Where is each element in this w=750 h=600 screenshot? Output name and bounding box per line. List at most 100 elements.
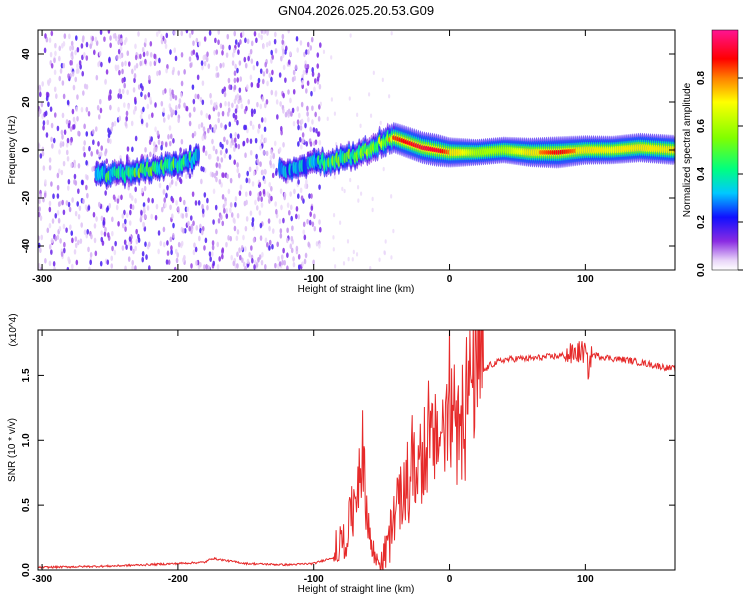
noise-speckle bbox=[104, 190, 107, 196]
noise-speckle bbox=[127, 256, 131, 262]
noise-speckle bbox=[287, 30, 291, 34]
noise-speckle bbox=[274, 201, 277, 207]
noise-speckle bbox=[220, 214, 223, 221]
noise-speckle bbox=[239, 184, 243, 190]
noise-speckle bbox=[156, 70, 159, 77]
noise-speckle bbox=[186, 206, 190, 213]
noise-speckle bbox=[248, 166, 252, 173]
noise-speckle bbox=[42, 165, 46, 171]
noise-speckle bbox=[76, 201, 79, 207]
noise-speckle bbox=[259, 222, 263, 229]
noise-speckle bbox=[119, 37, 123, 44]
noise-speckle bbox=[80, 179, 84, 186]
noise-speckle bbox=[51, 143, 54, 149]
x-tick-label: -100 bbox=[304, 274, 324, 285]
noise-speckle bbox=[348, 96, 351, 101]
noise-speckle bbox=[319, 42, 322, 48]
noise-speckle bbox=[223, 152, 227, 159]
noise-speckle bbox=[269, 154, 273, 161]
noise-speckle bbox=[192, 40, 195, 46]
noise-speckle bbox=[188, 173, 192, 179]
noise-speckle bbox=[62, 62, 66, 69]
noise-speckle bbox=[305, 67, 309, 74]
noise-speckle bbox=[227, 101, 231, 107]
noise-speckle bbox=[316, 52, 320, 58]
noise-speckle bbox=[351, 257, 354, 262]
noise-speckle bbox=[359, 191, 363, 196]
y-tick-label: -40 bbox=[21, 238, 32, 253]
noise-speckle bbox=[125, 115, 128, 122]
noise-speckle bbox=[342, 261, 346, 266]
noise-speckle bbox=[213, 124, 216, 131]
noise-speckle bbox=[87, 205, 91, 211]
y-tick-label: 40 bbox=[21, 48, 32, 60]
noise-speckle bbox=[275, 99, 279, 105]
noise-speckle bbox=[200, 122, 204, 128]
noise-speckle bbox=[233, 225, 237, 232]
noise-speckle bbox=[170, 249, 173, 256]
noise-speckle bbox=[266, 30, 270, 34]
noise-speckle bbox=[73, 249, 77, 255]
noise-speckle bbox=[125, 110, 129, 117]
noise-speckle bbox=[105, 158, 109, 165]
noise-speckle bbox=[231, 52, 235, 58]
noise-speckle bbox=[201, 80, 205, 86]
noise-speckle bbox=[297, 264, 301, 270]
noise-speckle bbox=[162, 189, 166, 195]
noise-speckle bbox=[129, 203, 133, 210]
noise-speckle bbox=[74, 49, 77, 56]
noise-speckle bbox=[38, 198, 41, 205]
noise-speckle bbox=[61, 199, 64, 206]
snr-y-label: SNR (10 * v/v) bbox=[7, 418, 18, 482]
noise-speckle bbox=[76, 46, 80, 53]
noise-speckle bbox=[217, 111, 221, 118]
noise-speckle bbox=[244, 62, 248, 69]
colorbar-ticks: 0.0 0.2 0.4 0.6 0.8 bbox=[696, 71, 743, 277]
noise-speckle bbox=[48, 77, 52, 84]
noise-speckle bbox=[236, 67, 239, 74]
noise-speckle bbox=[244, 225, 248, 232]
noise-speckle bbox=[38, 108, 42, 115]
noise-speckle bbox=[137, 53, 140, 60]
noise-speckle bbox=[112, 33, 116, 39]
noise-speckle bbox=[94, 126, 98, 132]
noise-speckle bbox=[100, 230, 104, 236]
noise-speckle bbox=[259, 103, 263, 110]
noise-speckle bbox=[99, 107, 103, 114]
noise-speckle bbox=[39, 193, 42, 199]
noise-speckle bbox=[52, 193, 55, 200]
noise-speckle bbox=[160, 100, 164, 107]
noise-speckle bbox=[259, 190, 262, 197]
noise-speckle bbox=[243, 124, 246, 131]
noise-speckle bbox=[107, 127, 110, 134]
noise-speckle bbox=[169, 106, 173, 113]
noise-speckle bbox=[172, 109, 175, 116]
noise-speckle bbox=[168, 87, 172, 94]
noise-speckle bbox=[75, 259, 79, 266]
noise-speckle bbox=[333, 111, 337, 116]
noise-speckle bbox=[239, 254, 242, 261]
noise-speckle bbox=[109, 42, 112, 49]
noise-speckle bbox=[228, 121, 232, 128]
noise-speckle bbox=[42, 120, 46, 126]
noise-speckle bbox=[297, 141, 300, 147]
noise-speckle bbox=[281, 33, 285, 40]
noise-speckle bbox=[300, 195, 304, 201]
noise-speckle bbox=[40, 234, 44, 241]
noise-speckle bbox=[75, 106, 79, 112]
noise-speckle bbox=[158, 69, 161, 76]
noise-speckle bbox=[85, 184, 88, 191]
noise-speckle bbox=[163, 38, 167, 45]
noise-speckle bbox=[257, 128, 260, 134]
noise-speckle bbox=[286, 265, 289, 270]
noise-speckle bbox=[258, 210, 262, 216]
noise-speckle bbox=[225, 148, 228, 154]
noise-speckle bbox=[193, 106, 196, 113]
noise-speckle bbox=[270, 89, 274, 96]
noise-speckle bbox=[356, 185, 360, 190]
noise-speckle bbox=[196, 54, 200, 61]
noise-speckle bbox=[87, 246, 90, 253]
noise-speckle bbox=[38, 242, 41, 249]
noise-speckle bbox=[179, 147, 182, 153]
noise-speckle bbox=[38, 206, 41, 212]
